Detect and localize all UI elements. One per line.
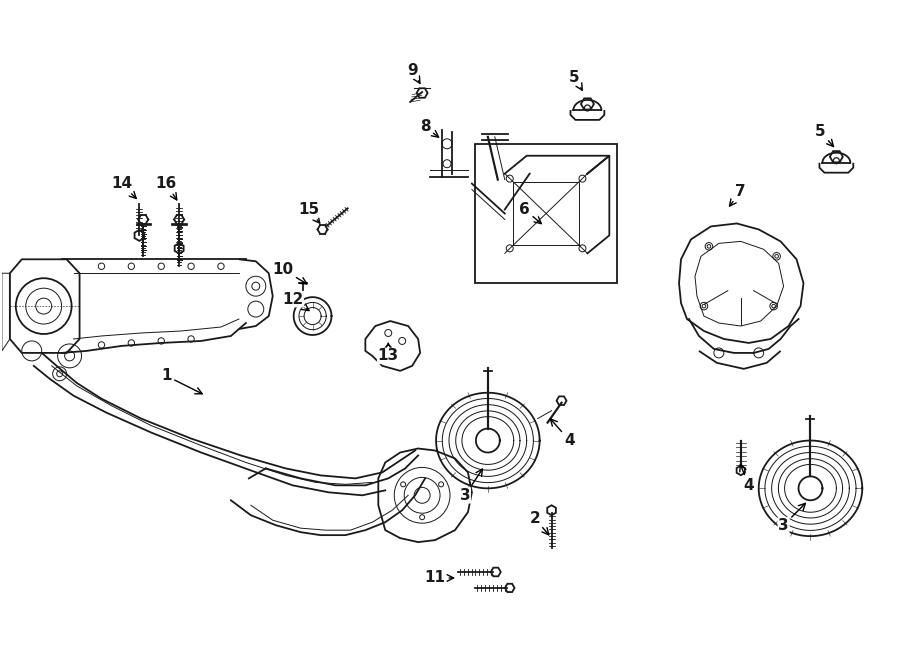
Bar: [513, 182, 580, 245]
Text: 3: 3: [778, 503, 806, 533]
Text: 8: 8: [419, 120, 438, 137]
Text: 16: 16: [156, 176, 176, 200]
Text: 12: 12: [282, 292, 309, 311]
Text: 14: 14: [111, 176, 136, 198]
Text: 4: 4: [740, 465, 754, 493]
Text: 13: 13: [378, 343, 399, 364]
Text: 11: 11: [425, 570, 454, 586]
Text: 9: 9: [407, 63, 420, 83]
Text: 5: 5: [815, 124, 833, 147]
Text: 4: 4: [551, 419, 575, 448]
Text: 10: 10: [272, 262, 307, 284]
Text: 7: 7: [730, 184, 746, 206]
Text: 3: 3: [460, 469, 482, 503]
Text: 2: 2: [529, 511, 549, 535]
Text: 15: 15: [298, 202, 320, 223]
Text: 1: 1: [161, 368, 202, 394]
Text: 5: 5: [569, 69, 582, 91]
Text: 6: 6: [519, 202, 541, 223]
